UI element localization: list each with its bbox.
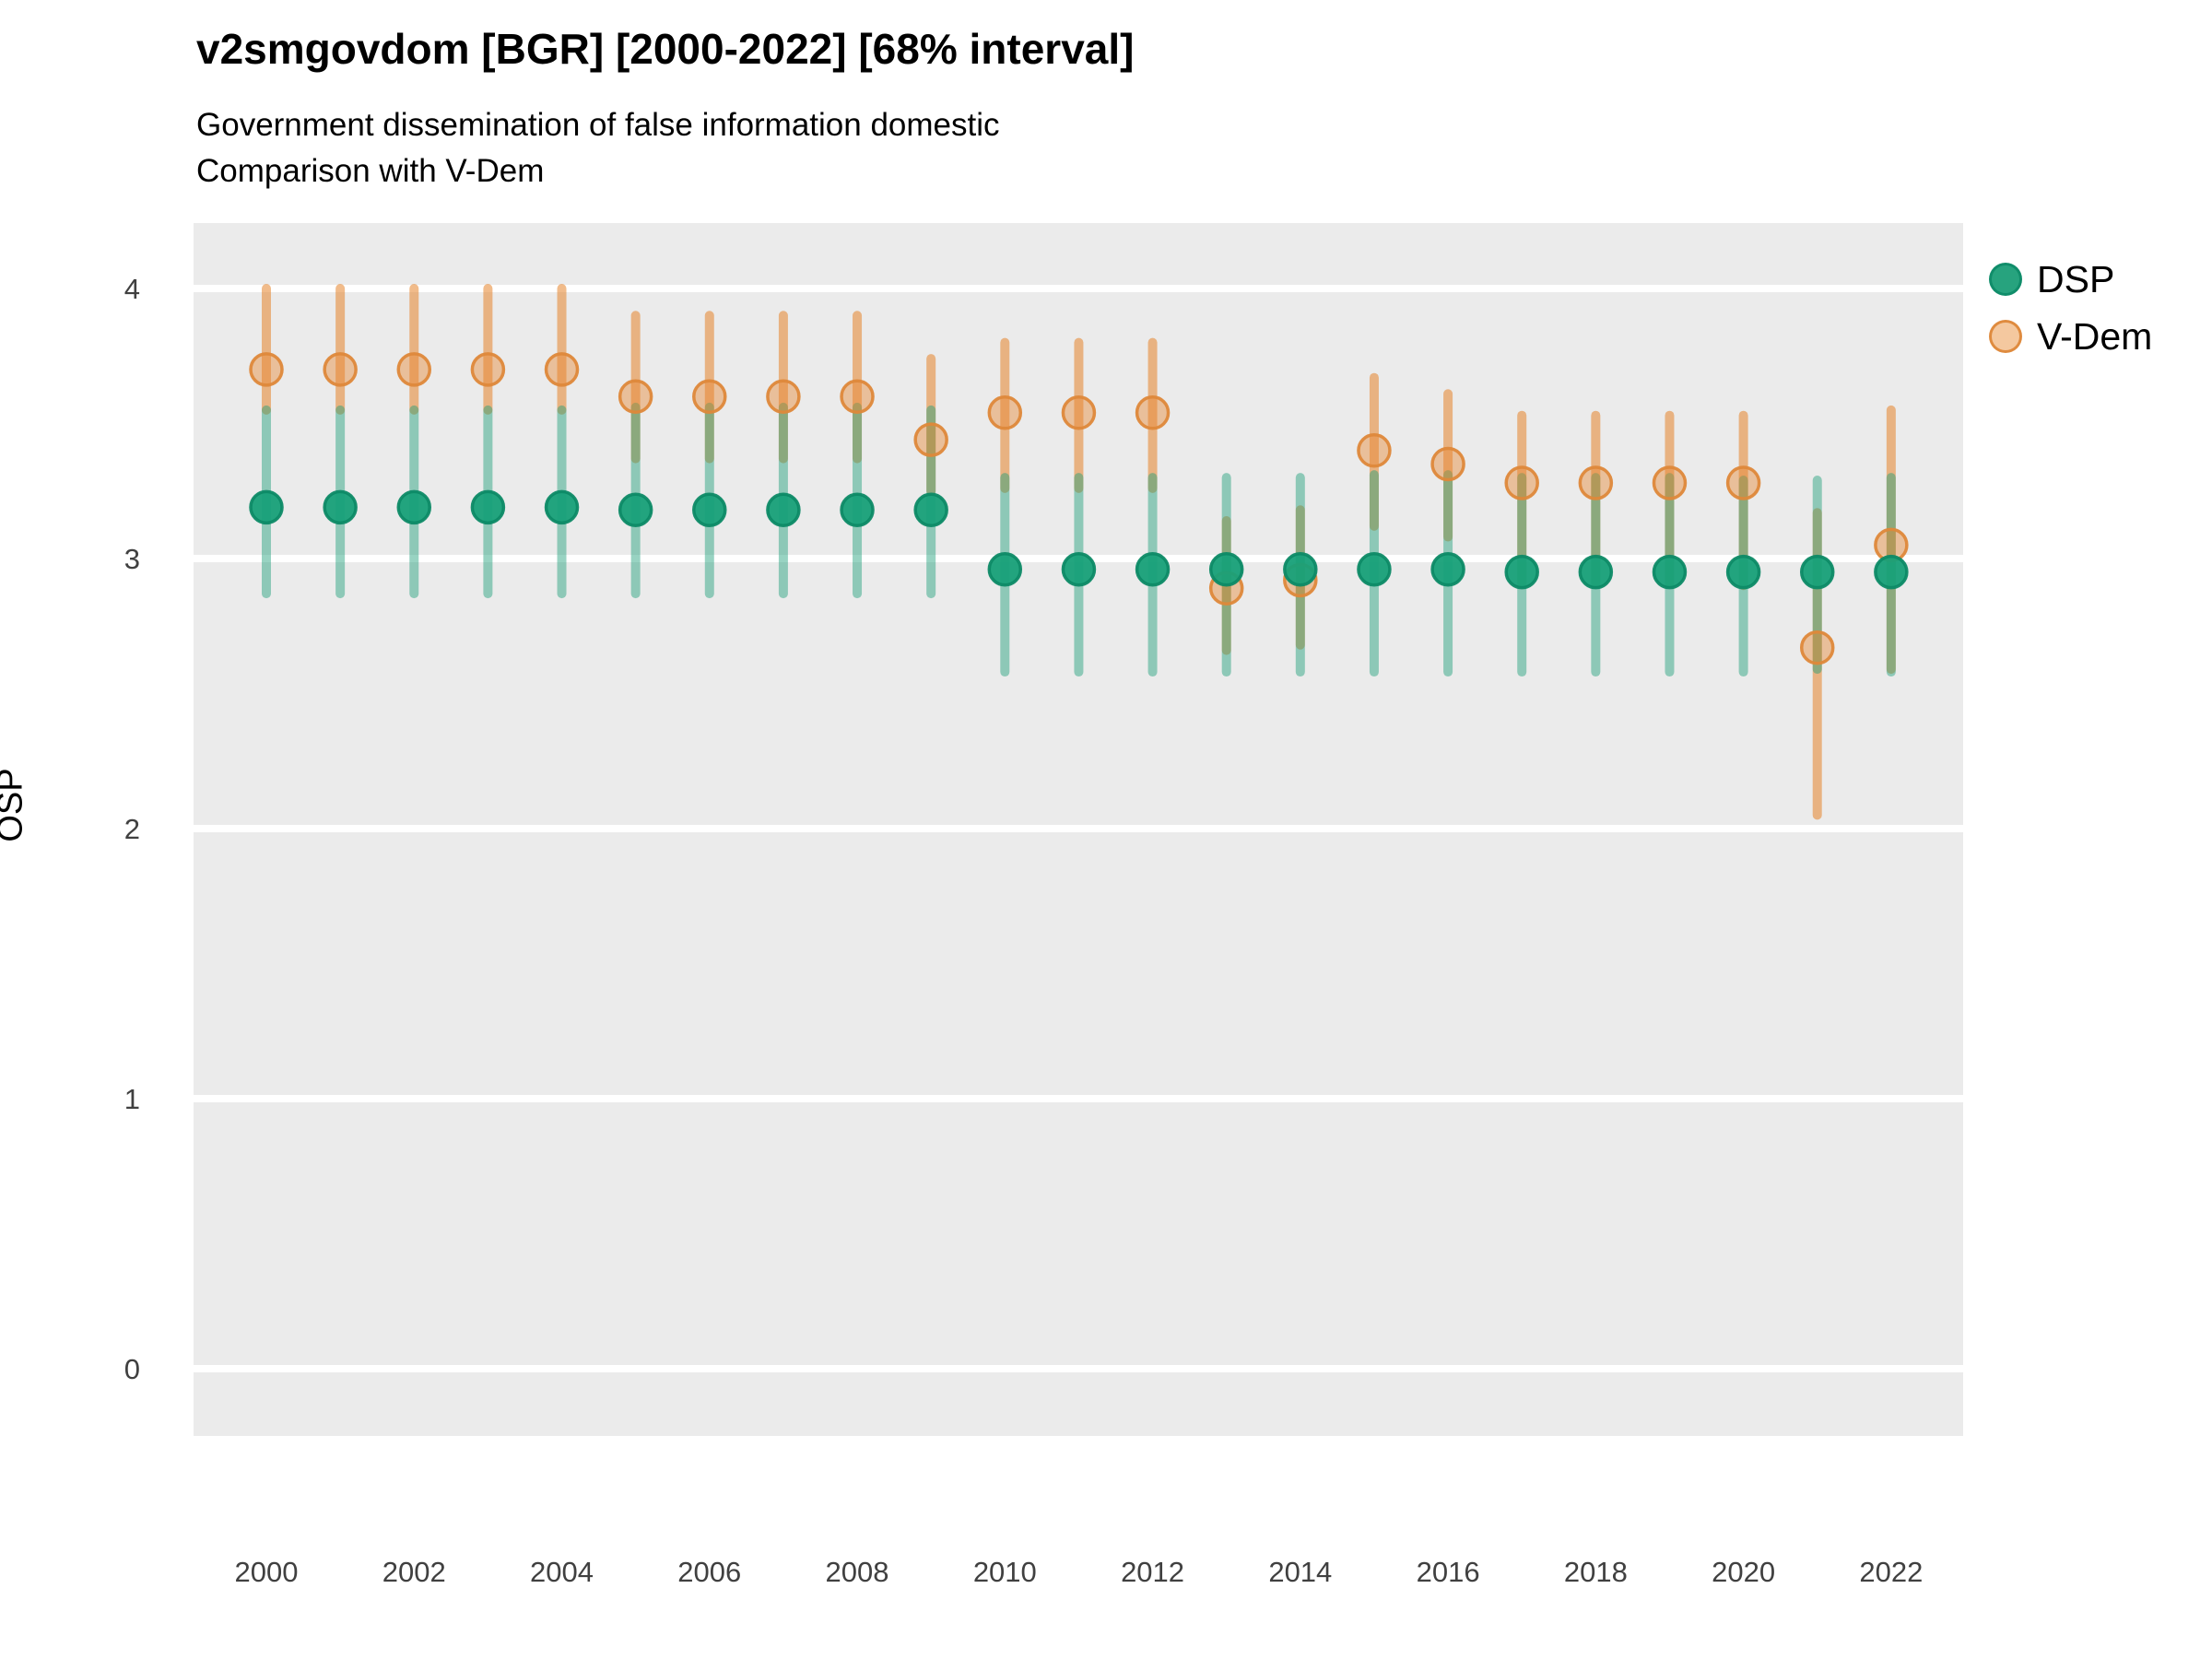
vdem-legend-point-icon xyxy=(1989,320,2022,353)
vdem-point-2009 xyxy=(913,422,948,457)
legend-label-dsp: DSP xyxy=(2037,257,2115,300)
vdem-point-2002 xyxy=(396,352,432,387)
dsp-point-2011 xyxy=(1061,551,1097,587)
dsp-point-2020 xyxy=(1725,554,1761,590)
vdem-point-2020 xyxy=(1725,465,1761,500)
y-tick-label-3: 3 xyxy=(124,543,140,575)
legend-label-vdem: V-Dem xyxy=(2037,314,2153,358)
dsp-point-2004 xyxy=(544,489,580,525)
vdem-point-2004 xyxy=(544,352,580,387)
chart-title: v2smgovdom [BGR] [2000-2022] [68% interv… xyxy=(196,25,1135,73)
x-tick-label-2020: 2020 xyxy=(1712,1556,1775,1588)
vdem-point-2019 xyxy=(1652,465,1688,500)
vdem-point-2001 xyxy=(323,352,358,387)
x-tick-label-2018: 2018 xyxy=(1564,1556,1628,1588)
vdem-point-2003 xyxy=(470,352,506,387)
legend-entry-vdem: V-Dem xyxy=(1989,308,2152,365)
dsp-point-2009 xyxy=(913,492,948,528)
dsp-point-2012 xyxy=(1135,551,1171,587)
legend: DSP V-Dem xyxy=(1989,251,2152,365)
chart-subtitle-line1: Government dissemination of false inform… xyxy=(196,107,1000,143)
dsp-point-2000 xyxy=(249,489,284,525)
vdem-point-2021 xyxy=(1799,629,1835,665)
x-tick-label-2016: 2016 xyxy=(1417,1556,1480,1588)
dsp-point-2005 xyxy=(618,492,653,528)
vdem-point-2008 xyxy=(840,379,875,414)
dsp-point-2022 xyxy=(1874,554,1909,590)
dsp-point-2021 xyxy=(1799,554,1835,590)
dsp-point-2019 xyxy=(1652,554,1688,590)
y-axis-title: OSP xyxy=(0,768,30,842)
legend-entry-dsp: DSP xyxy=(1989,251,2152,308)
dsp-point-2010 xyxy=(987,551,1023,587)
dsp-point-2013 xyxy=(1208,551,1244,587)
dsp-point-2006 xyxy=(692,492,727,528)
x-tick-label-2022: 2022 xyxy=(1859,1556,1923,1588)
x-tick-label-2012: 2012 xyxy=(1121,1556,1184,1588)
dsp-point-2003 xyxy=(470,489,506,525)
vdem-point-2011 xyxy=(1061,395,1097,430)
dsp-point-2016 xyxy=(1430,551,1465,587)
x-tick-label-2014: 2014 xyxy=(1268,1556,1332,1588)
dsp-point-2017 xyxy=(1504,554,1539,590)
y-tick-label-2: 2 xyxy=(124,813,140,845)
x-tick-label-2008: 2008 xyxy=(826,1556,889,1588)
x-tick-label-2010: 2010 xyxy=(973,1556,1037,1588)
y-tick-label-4: 4 xyxy=(124,273,140,305)
vdem-point-2007 xyxy=(766,379,801,414)
vdem-point-2012 xyxy=(1135,395,1171,430)
dsp-point-2018 xyxy=(1578,554,1614,590)
x-tick-label-2000: 2000 xyxy=(235,1556,299,1588)
dsp-point-2002 xyxy=(396,489,432,525)
dsp-legend-point-icon xyxy=(1989,263,2022,296)
x-tick-label-2006: 2006 xyxy=(677,1556,741,1588)
chart-subtitle-line2: Comparison with V-Dem xyxy=(196,153,545,189)
vdem-point-2010 xyxy=(987,395,1023,430)
vdem-point-2017 xyxy=(1504,465,1539,500)
x-tick-label-2004: 2004 xyxy=(530,1556,594,1588)
dsp-point-2015 xyxy=(1357,551,1392,587)
x-tick-label-2002: 2002 xyxy=(382,1556,446,1588)
dsp-point-2008 xyxy=(840,492,875,528)
vdem-point-2000 xyxy=(249,352,284,387)
y-tick-label-0: 0 xyxy=(124,1353,140,1385)
dsp-point-2007 xyxy=(766,492,801,528)
dsp-point-2014 xyxy=(1283,551,1318,587)
vdem-point-2006 xyxy=(692,379,727,414)
dsp-point-2001 xyxy=(323,489,358,525)
vdem-point-2015 xyxy=(1357,433,1392,468)
vdem-point-2005 xyxy=(618,379,653,414)
y-tick-label-1: 1 xyxy=(124,1083,140,1115)
vdem-point-2016 xyxy=(1430,446,1465,482)
vdem-point-2018 xyxy=(1578,465,1614,500)
